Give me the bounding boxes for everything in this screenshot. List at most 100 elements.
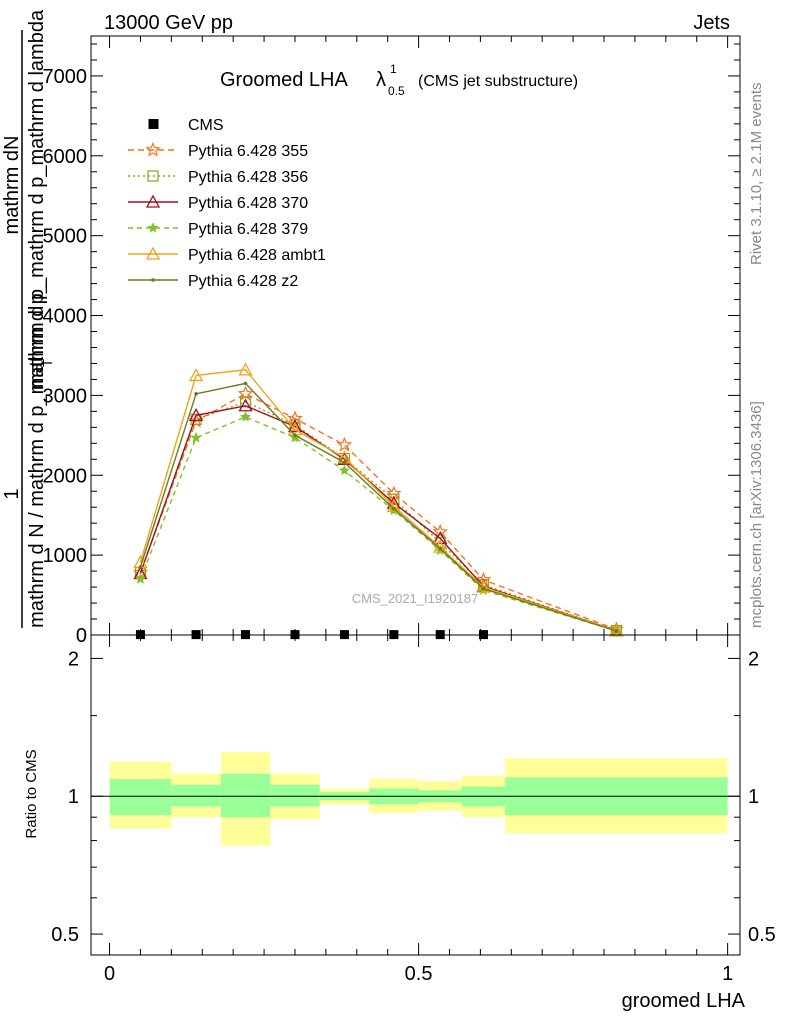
legend-item-z2: Pythia 6.428 z2 [128,273,298,290]
ratio-y-tick-label-right: 2 [748,648,759,670]
legend-label: Pythia 6.428 356 [188,169,308,186]
legend-label: Pythia 6.428 355 [188,143,308,160]
title-symbol: λ [376,69,386,91]
y-tick-label: 7000 [43,66,88,88]
y-tick-label: 0 [76,625,87,647]
point-triangle [188,408,204,422]
legend-label: Pythia 6.428 370 [188,195,308,212]
x-tick-label: 1 [722,963,733,985]
title-note: (CMS jet substructure) [418,73,578,90]
y-tick-label: 6000 [43,146,88,168]
point-triangle [188,368,204,382]
ylabel-T: T [40,359,55,367]
point-star-small [338,464,350,476]
ratio-y-tick-label-right: 0.5 [748,924,776,946]
point-square [239,396,252,408]
legend-item-p370: Pythia 6.428 370 [128,194,308,212]
point-star [432,523,448,539]
y-tick-label: 3000 [43,385,88,407]
point-dot [243,381,248,386]
ratio-y-tick-label-right: 1 [748,786,759,808]
y-tick-label: 1000 [43,545,88,567]
svg-text:λ: λ [376,69,386,91]
legend-label: CMS [188,117,224,134]
x-tick-label: 0 [104,963,115,985]
ylabel-num: mathrm dN [1,136,23,235]
main-y-label: 1 mathrm dN mathrm d p_mathrm d p_mathrm… [1,9,55,628]
ratio-xlabel: groomed LHA [622,990,746,1012]
ratio-y-tick-label: 2 [68,648,79,670]
series-z2 [138,381,619,633]
point-dot [614,629,619,633]
point-star-small [190,431,202,443]
main-title: Groomed LHA λ 1 0.5 (CMS jet substructur… [220,62,578,98]
title-sub: 0.5 [388,84,405,98]
legend: CMS Pythia 6.428 355 Pythia 6.428 356 Pythi… [128,117,326,290]
ratio-x-axis: 0 0.5 1 [104,635,733,985]
ratio-y-tick-label: 1 [68,786,79,808]
point-dot [151,278,155,282]
header-left: 13000 GeV pp [104,12,233,34]
legend-item-p379: Pythia 6.428 379 [128,221,308,238]
point-dot [194,392,198,396]
point-dot [342,460,347,465]
mcplots-label: mcplots.cern.ch [arXiv:1306.3436] [748,401,765,628]
svg-text:0.5: 0.5 [388,84,405,98]
legend-item-cms: CMS [148,117,224,134]
point-dot [392,507,396,511]
point-dot [481,586,486,591]
main-x-axis [109,36,729,635]
ratio-band-inner [220,773,271,818]
point-square [147,170,159,182]
ylabel-top: 1 [1,488,23,499]
point-triangle [145,246,161,260]
legend-cms-marker [148,119,159,129]
legend-label: Pythia 6.428 379 [188,221,308,238]
ratio-band-inner [270,784,320,807]
point-star-small [239,411,252,422]
ratio-ylabel: Ratio to CMS [23,749,40,838]
point-triangle [433,531,448,545]
svg-text:(CMS jet substructure): (CMS jet substructure) [418,73,578,90]
legend-item-p356: Pythia 6.428 356 [128,169,308,186]
legend-item-ambt1: Pythia 6.428 ambt1 [128,246,326,264]
ratio-band-inner [171,784,221,807]
point-star-small [134,573,146,584]
watermark: CMS_2021_I1920187 [352,591,479,606]
main-y-axis: 0 1000 2000 3000 4000 5000 6000 7000 [43,43,740,647]
point-star [145,141,161,157]
point-triangle [145,194,161,208]
ratio-y-axis: 0.5 0.5 1 1 2 2 [51,648,776,946]
x-tick-label: 0.5 [405,963,433,985]
y-tick-label: 5000 [43,226,88,248]
point-triangle [337,451,352,465]
title-main: Groomed LHA [220,69,348,91]
header-right: Jets [693,12,730,34]
rivet-label: Rivet 3.1.10, ≥ 2.1M events [748,83,765,266]
series-line [139,401,617,632]
point-star-small [289,431,301,443]
title-sup: 1 [390,62,397,76]
point-dot [293,433,297,438]
series-layer [132,362,625,637]
point-triangle [238,398,253,412]
ratio-frame [90,634,741,956]
point-star [475,571,492,587]
y-tick-label: 2000 [43,465,88,487]
ratio-band-inner [109,779,172,815]
ratio-bands [109,751,728,846]
point-star-small [147,222,159,233]
ratio-y-tick-label: 0.5 [51,924,79,946]
series-line [139,405,617,632]
main-panel: 0 1000 2000 3000 4000 5000 6000 7000 CMS_2021_I… [43,35,741,647]
point-star [336,436,353,452]
ylabel-den: mathrm d p_mathrm d p_mathrm d lambda [26,9,48,390]
svg-text:1: 1 [390,62,397,76]
legend-item-p355: Pythia 6.428 355 [128,141,308,160]
ratio-panel: 0.5 0.51 12 2 0 0.5 1 Ratio to CMS groomed LH… [23,634,776,1012]
ylabel-num2: mathrm d N / mathrm d p_mathrm d p_ [26,281,48,628]
point-dot [438,546,443,551]
y-tick-label: 4000 [43,306,88,328]
series-line [139,369,617,632]
